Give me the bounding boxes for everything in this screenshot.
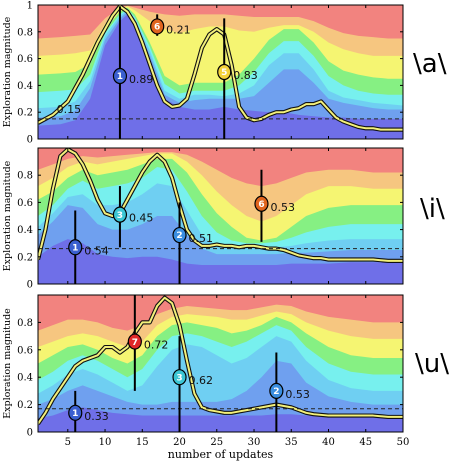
plot-frame bbox=[37, 294, 404, 433]
marker-badge bbox=[254, 195, 269, 212]
stacked-area bbox=[38, 148, 403, 284]
marker-badge bbox=[127, 333, 142, 350]
y-tick-label: 0.8 bbox=[17, 171, 33, 182]
y-tick-label: 0.2 bbox=[17, 400, 33, 411]
y-tick-label: 1 bbox=[27, 1, 33, 12]
x-tick-label: 5 bbox=[65, 437, 71, 448]
y-tick-label: 0.8 bbox=[17, 318, 33, 329]
marker-6: 6 0.21 bbox=[150, 14, 191, 36]
marker-3: 3 0.45 bbox=[112, 186, 154, 248]
marker-badge bbox=[217, 63, 232, 81]
x-tick-label: 15 bbox=[136, 437, 149, 448]
marker-6: 6 0.53 bbox=[254, 169, 295, 242]
marker-value: 0.89 bbox=[129, 73, 154, 86]
marker-value: 0.72 bbox=[144, 339, 169, 352]
y-axis-label: Exploration magnitude bbox=[2, 308, 13, 419]
marker-id: 7 bbox=[132, 338, 138, 348]
y-axis-label: Exploration magnitude bbox=[2, 16, 13, 127]
y-tick-label: 0.8 bbox=[17, 27, 33, 38]
x-tick-label: 30 bbox=[248, 437, 261, 448]
x-tick-label: 20 bbox=[173, 437, 186, 448]
x-tick-label: 45 bbox=[359, 437, 372, 448]
marker-id: 1 bbox=[72, 409, 78, 419]
y-tick-label: 0 bbox=[27, 428, 33, 439]
marker-2: 2 0.53 bbox=[269, 352, 310, 432]
vowel-label: \i\ bbox=[420, 194, 445, 224]
marker-1: 1 0.33 bbox=[68, 390, 109, 432]
stacked-area bbox=[38, 295, 403, 432]
marker-badge bbox=[68, 404, 83, 421]
marker-badge bbox=[172, 226, 187, 244]
vowel-label: \a\ bbox=[413, 49, 447, 79]
curve-line bbox=[38, 148, 403, 262]
marker-3: 3 0.62 bbox=[172, 336, 214, 432]
plot-frame bbox=[37, 147, 404, 285]
marker-badge bbox=[172, 369, 187, 386]
y-tick-label: 0.4 bbox=[17, 373, 33, 384]
y-tick-label: 0.6 bbox=[17, 54, 33, 65]
marker-badge bbox=[269, 382, 284, 399]
curve-line bbox=[38, 5, 403, 131]
marker-id: 3 bbox=[176, 373, 182, 383]
marker-badge bbox=[68, 239, 83, 256]
marker-value: 0.45 bbox=[129, 212, 154, 225]
y-axis-label: Exploration magnitude bbox=[2, 160, 13, 271]
marker-5: 5 0.83 bbox=[217, 18, 258, 139]
band-1 bbox=[38, 14, 403, 139]
threshold-label: 0.15 bbox=[57, 103, 82, 116]
marker-value: 0.62 bbox=[189, 374, 214, 387]
y-tick-label: 0.4 bbox=[17, 225, 33, 236]
marker-badge bbox=[112, 67, 128, 85]
marker-7: 7 0.72 bbox=[127, 295, 169, 391]
y-tick-label: 0 bbox=[27, 135, 33, 146]
panel-1: 0.151 0.896 0.215 0.8300.20.40.60.81Explora… bbox=[2, 1, 447, 146]
marker-value: 0.33 bbox=[84, 410, 109, 423]
stacked-area bbox=[38, 5, 403, 139]
x-tick-label: 10 bbox=[99, 437, 112, 448]
marker-id: 5 bbox=[221, 68, 227, 78]
marker-id: 2 bbox=[273, 387, 279, 397]
marker-id: 1 bbox=[72, 243, 78, 253]
marker-value: 0.54 bbox=[84, 244, 109, 257]
marker-value: 0.53 bbox=[270, 201, 295, 214]
x-tick-label: 40 bbox=[322, 437, 335, 448]
marker-id: 3 bbox=[117, 211, 123, 221]
y-tick-label: 0.6 bbox=[17, 198, 33, 209]
y-tick-label: 0.6 bbox=[17, 345, 33, 356]
marker-id: 6 bbox=[258, 200, 264, 210]
x-tick-label: 50 bbox=[397, 437, 410, 448]
x-axis-label: number of updates bbox=[168, 448, 274, 461]
panel-2: 1 0.543 0.452 0.516 0.5300.20.40.60.8Explora… bbox=[2, 147, 445, 291]
marker-value: 0.83 bbox=[233, 69, 258, 82]
vowel-label: \u\ bbox=[415, 349, 449, 379]
marker-badge bbox=[112, 206, 128, 223]
y-tick-label: 0 bbox=[27, 280, 33, 291]
band-1 bbox=[38, 239, 403, 284]
curve-line bbox=[38, 296, 403, 425]
marker-id: 1 bbox=[117, 72, 123, 82]
marker-1: 1 0.89 bbox=[112, 6, 154, 139]
marker-id: 6 bbox=[154, 23, 160, 33]
marker-1: 1 0.54 bbox=[68, 210, 109, 284]
marker-2: 2 0.51 bbox=[172, 202, 214, 284]
y-tick-label: 0.2 bbox=[17, 108, 33, 119]
x-tick-label: 35 bbox=[285, 437, 298, 448]
y-tick-label: 0.4 bbox=[17, 81, 33, 92]
band-1 bbox=[38, 407, 403, 432]
marker-badge bbox=[150, 18, 165, 35]
x-tick-label: 25 bbox=[210, 437, 223, 448]
marker-value: 0.53 bbox=[285, 388, 310, 401]
marker-id: 2 bbox=[176, 231, 182, 241]
plot-frame bbox=[37, 4, 404, 140]
marker-value: 0.21 bbox=[166, 23, 191, 36]
marker-value: 0.51 bbox=[189, 232, 214, 245]
y-tick-label: 0.2 bbox=[17, 252, 33, 263]
